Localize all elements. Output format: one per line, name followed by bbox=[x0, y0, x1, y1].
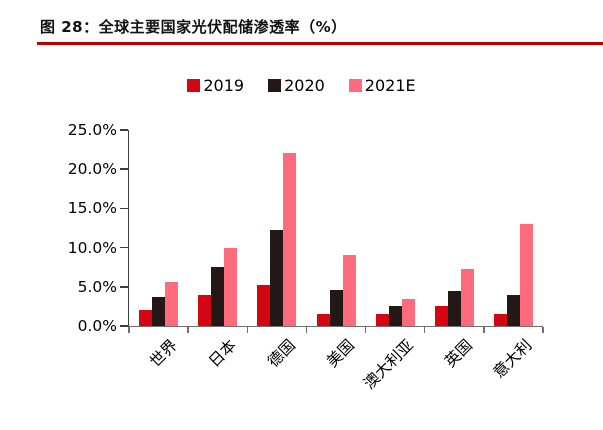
legend-item-2019: 2019 bbox=[187, 76, 244, 95]
bar-澳大利亚-2020 bbox=[388, 305, 402, 326]
chart-legend: 2019 2020 2021E bbox=[0, 75, 603, 95]
legend-swatch bbox=[348, 78, 362, 92]
y-axis-label: 0.0% bbox=[77, 317, 117, 335]
bar-世界-2021E bbox=[165, 282, 179, 326]
x-axis-tick bbox=[187, 327, 189, 333]
y-axis-label: 25.0% bbox=[67, 121, 117, 139]
bar-美国-2021E bbox=[342, 255, 356, 326]
bar-世界-2019 bbox=[139, 310, 153, 326]
bar-英国-2021E bbox=[460, 268, 474, 326]
legend-swatch bbox=[268, 78, 282, 92]
bar-意大利-2020 bbox=[506, 294, 520, 326]
x-axis-label: 澳大利亚 bbox=[360, 336, 417, 393]
bar-世界-2020 bbox=[152, 297, 166, 326]
x-axis-tick bbox=[364, 327, 367, 333]
y-axis-tick bbox=[120, 325, 128, 327]
legend-label: 2020 bbox=[284, 75, 325, 95]
y-axis-tick bbox=[120, 286, 128, 288]
x-axis-tick bbox=[542, 327, 544, 333]
x-axis-label: 美国 bbox=[323, 336, 358, 371]
y-axis-tick bbox=[120, 207, 128, 210]
bar-日本-2021E bbox=[224, 247, 238, 326]
bar-美国-2019 bbox=[316, 314, 330, 326]
legend-item-2021E: 2021E bbox=[348, 75, 416, 95]
plot-area: 0.0% 5.0% 10.0% 15.0% 20.0% 25.0% 世界 日本 德国 美国 澳大利亚… bbox=[68, 121, 544, 393]
y-axis-label: 20.0% bbox=[67, 160, 117, 179]
figure-title: 图 28：全球主要国家光伏配储渗透率（%） bbox=[40, 18, 347, 36]
x-axis-label: 英国 bbox=[441, 336, 477, 371]
bar-日本-2020 bbox=[211, 267, 225, 326]
bar-澳大利亚-2019 bbox=[375, 314, 389, 326]
bar-德国-2019 bbox=[257, 285, 271, 326]
y-axis-label: 10.0% bbox=[67, 238, 117, 257]
y-axis-tick bbox=[120, 129, 128, 131]
legend-label: 2019 bbox=[203, 75, 245, 95]
bar-英国-2019 bbox=[434, 305, 448, 326]
x-axis-label: 意大利 bbox=[489, 336, 536, 382]
x-axis-tick bbox=[246, 327, 249, 333]
x-axis-tick bbox=[128, 327, 130, 333]
y-axis-tick bbox=[120, 168, 128, 170]
y-axis-label: 5.0% bbox=[77, 277, 117, 296]
x-axis-tick bbox=[305, 327, 308, 333]
x-axis-tick bbox=[483, 327, 485, 333]
legend-item-2020: 2020 bbox=[268, 76, 325, 95]
title-underline bbox=[37, 42, 603, 45]
bar-德国-2021E bbox=[283, 152, 297, 326]
x-axis-label: 日本 bbox=[204, 336, 240, 371]
x-axis-tick bbox=[423, 327, 426, 333]
y-axis-tick bbox=[120, 246, 128, 249]
legend-swatch bbox=[187, 78, 201, 92]
bar-意大利-2021E bbox=[519, 224, 533, 326]
bar-澳大利亚-2021E bbox=[401, 298, 415, 326]
legend-label: 2021E bbox=[364, 75, 416, 95]
y-axis-label: 15.0% bbox=[67, 199, 117, 218]
x-axis-label: 德国 bbox=[264, 336, 299, 371]
bar-德国-2020 bbox=[270, 230, 284, 326]
bar-日本-2019 bbox=[198, 294, 212, 326]
x-axis-label: 世界 bbox=[145, 336, 181, 371]
bar-英国-2020 bbox=[447, 290, 461, 326]
bar-意大利-2019 bbox=[493, 314, 507, 326]
bar-美国-2020 bbox=[329, 289, 343, 326]
